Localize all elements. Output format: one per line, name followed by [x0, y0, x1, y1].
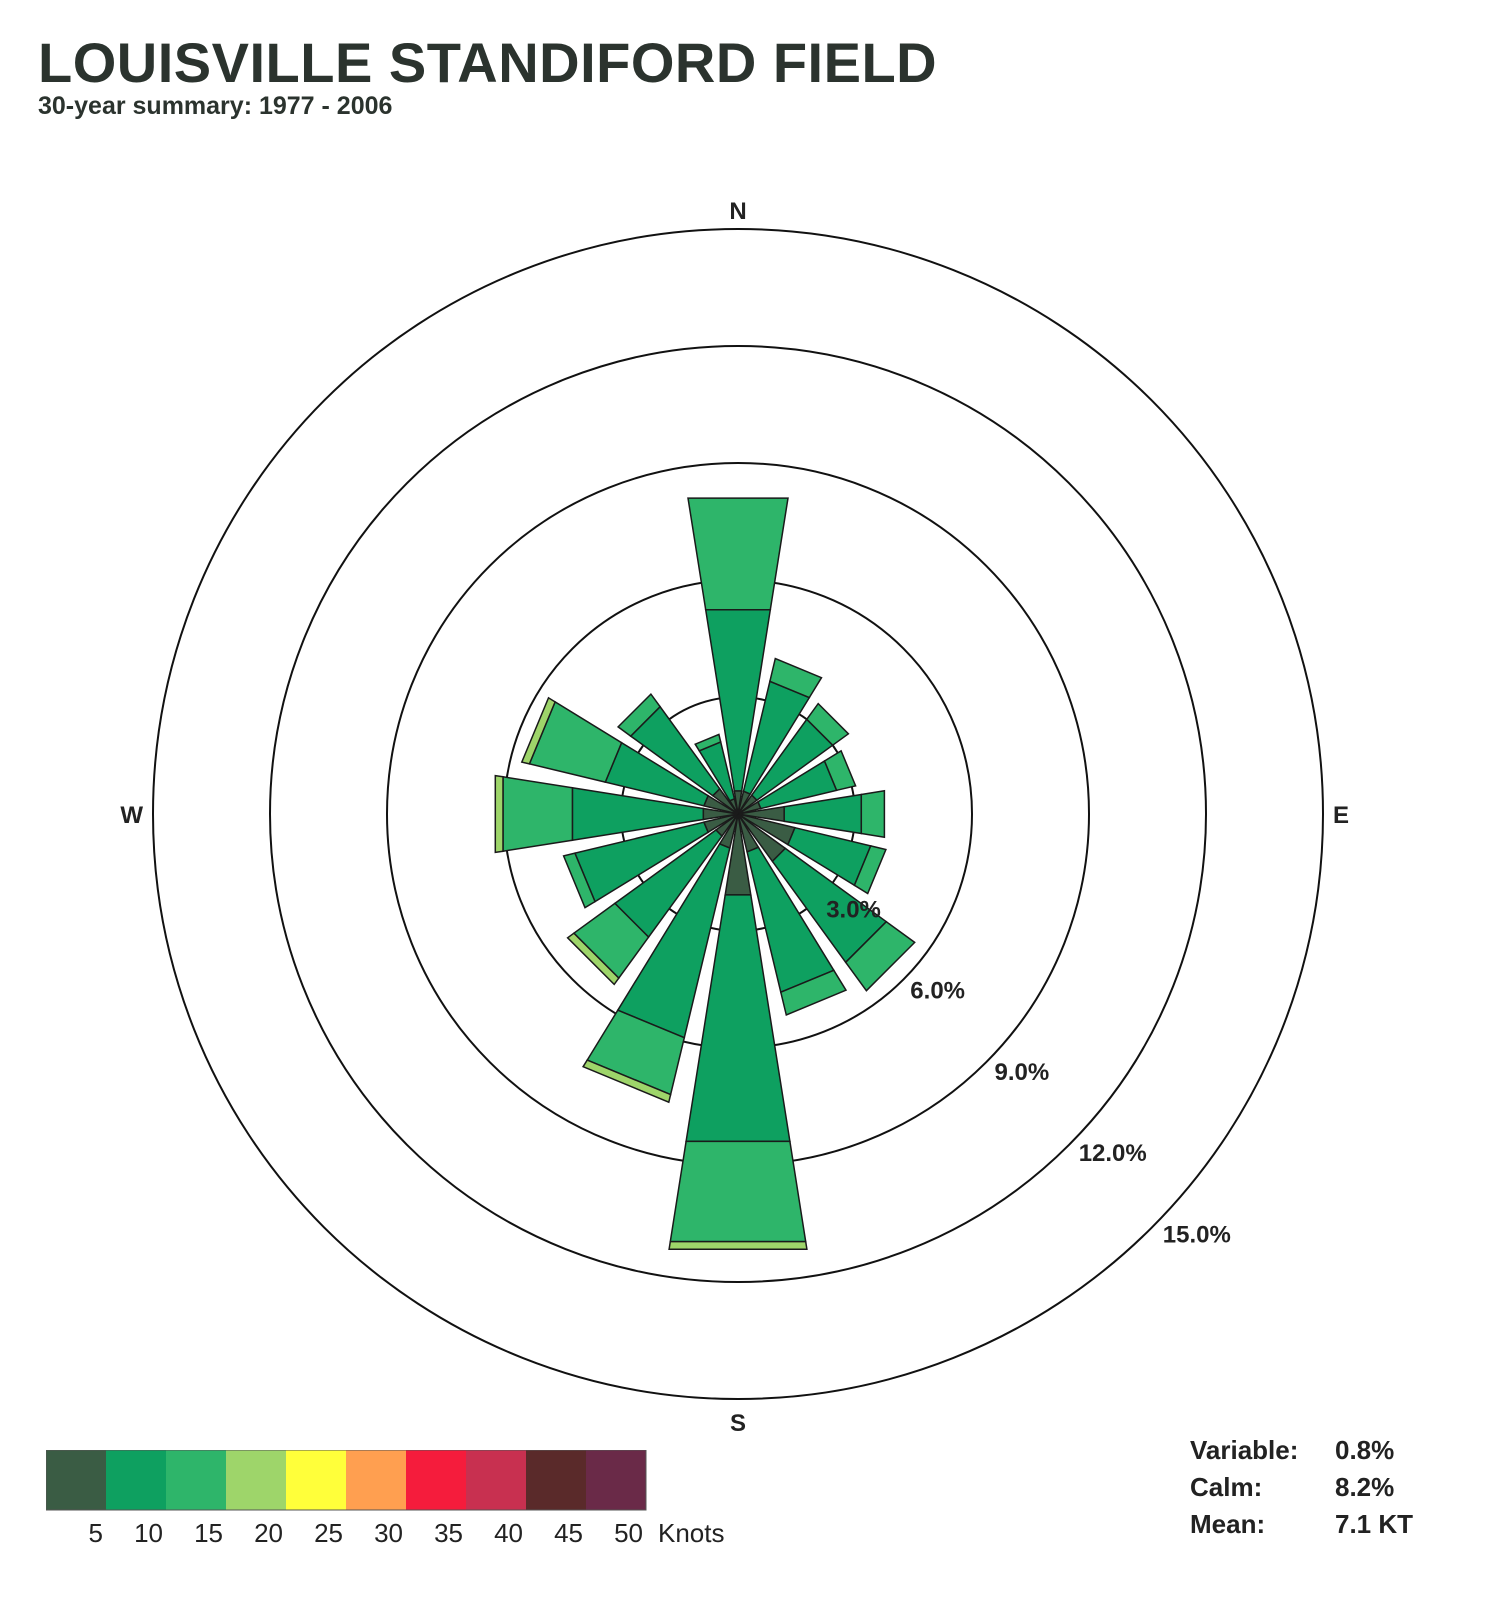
legend-tick-group: 5 10 15 20 25 30 35 40 45 50 Knots	[89, 1518, 725, 1548]
petal-dir-180-bin-3	[668, 1240, 808, 1251]
stat-mean-label: Mean:	[1190, 1509, 1266, 1539]
stat-mean: Mean: 7.1 KT	[1190, 1509, 1413, 1546]
compass-label-group: N E S W	[120, 198, 1349, 1437]
legend-tick-45: 45	[554, 1518, 583, 1548]
ring-4	[269, 345, 1207, 1283]
legend-swatch-4	[286, 1450, 346, 1510]
stat-variable-value: 0.8%	[1335, 1435, 1395, 1465]
compass-n: N	[729, 198, 746, 225]
ring-label-group: 3.0% 6.0% 9.0% 12.0% 15.0%	[826, 896, 1231, 1248]
petal-group	[494, 497, 916, 1251]
petal-dir-225-bin-3	[566, 932, 620, 986]
speed-legend: 5 10 15 20 25 30 35 40 45 50 Knots	[46, 1450, 725, 1548]
ring-label-4: 12.0%	[1079, 1140, 1147, 1167]
petal-dir-202.5-bin-3	[581, 1059, 672, 1104]
legend-swatch-2	[166, 1450, 226, 1510]
legend-unit: Knots	[658, 1518, 725, 1548]
ring-5	[152, 228, 1324, 1400]
petal-dir-337.5-bin-2	[694, 733, 722, 752]
petal-dir-157.5-bin-2	[779, 969, 848, 1017]
petal-dir-0-bin-2	[687, 497, 789, 611]
ring-label-2: 6.0%	[910, 978, 965, 1005]
stat-calm: Calm: 8.2%	[1190, 1472, 1413, 1509]
petal-dir-135-bin-2	[844, 920, 916, 992]
legend-tick-10: 10	[134, 1518, 163, 1548]
legend-tick-5: 5	[89, 1518, 103, 1548]
petal-dir-112.5-bin-2	[853, 845, 887, 895]
legend-tick-50: 50	[614, 1518, 643, 1548]
chart-subtitle: 30-year summary: 1977 - 2006	[38, 92, 393, 120]
petal-dir-67.5-bin-2	[823, 749, 857, 792]
ring-label-5: 15.0%	[1163, 1221, 1231, 1248]
compass-e: E	[1333, 802, 1349, 829]
stat-calm-label: Calm:	[1190, 1472, 1263, 1502]
legend-swatch-8	[526, 1450, 586, 1510]
petal-dir-292.5-bin-3	[520, 696, 557, 765]
stat-variable-label: Variable:	[1190, 1435, 1299, 1465]
petal-dir-180-bin-2	[669, 1140, 807, 1243]
petal-dir-270-bin-3	[494, 774, 504, 854]
legend-swatch-6	[406, 1450, 466, 1510]
compass-w: W	[120, 802, 143, 829]
stats-panel: Variable: 0.8% Calm: 8.2% Mean: 7.1 KT	[1190, 1435, 1413, 1546]
legend-tick-30: 30	[374, 1518, 403, 1548]
petal-dir-315-bin-2	[616, 692, 662, 738]
compass-s: S	[730, 1410, 746, 1437]
legend-swatch-9	[586, 1450, 646, 1510]
legend-swatch-5	[346, 1450, 406, 1510]
legend-tick-40: 40	[494, 1518, 523, 1548]
petal-dir-45-bin-2	[805, 702, 850, 747]
petal-dir-90-bin-2	[860, 789, 886, 839]
legend-swatch-0	[46, 1450, 106, 1510]
legend-swatch-7	[466, 1450, 526, 1510]
petal-dir-247.5-bin-2	[562, 852, 596, 909]
chart-title: LOUISVILLE STANDIFORD FIELD	[38, 31, 938, 94]
petal-dir-22.5-bin-2	[769, 657, 823, 699]
legend-tick-20: 20	[254, 1518, 283, 1548]
ring-label-1: 3.0%	[826, 896, 881, 923]
legend-swatch-1	[106, 1450, 166, 1510]
stat-calm-value: 8.2%	[1335, 1472, 1395, 1502]
ring-label-3: 9.0%	[995, 1059, 1050, 1086]
petal-dir-270-bin-2	[502, 775, 574, 853]
legend-tick-25: 25	[314, 1518, 343, 1548]
legend-tick-35: 35	[434, 1518, 463, 1548]
legend-swatch-group	[46, 1450, 647, 1511]
legend-frame	[46, 1450, 647, 1511]
stat-mean-value: 7.1 KT	[1335, 1509, 1414, 1539]
legend-swatch-3	[226, 1450, 286, 1510]
stat-variable: Variable: 0.8%	[1190, 1435, 1413, 1472]
legend-tick-15: 15	[194, 1518, 223, 1548]
